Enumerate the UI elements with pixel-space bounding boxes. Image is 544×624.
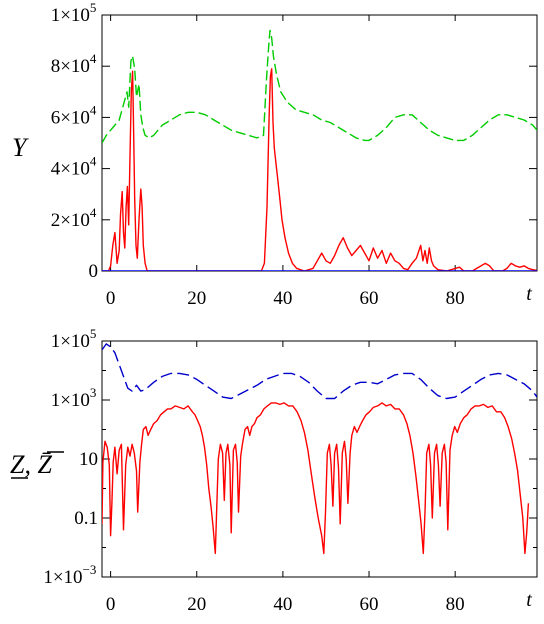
y-tick-label: 8×104 bbox=[51, 51, 98, 77]
y-axis-label: Y bbox=[12, 133, 29, 162]
y-tick-label: 1×10−3 bbox=[43, 562, 98, 588]
x-tick-label: 40 bbox=[273, 594, 292, 615]
x-tick-label: 80 bbox=[446, 594, 465, 615]
y-tick-label: 6×104 bbox=[51, 102, 98, 128]
y-tick-label: 4×104 bbox=[51, 154, 98, 180]
series-line-1 bbox=[102, 343, 537, 400]
x-axis-label: t bbox=[526, 589, 532, 611]
x-tick-label: 80 bbox=[446, 288, 465, 309]
y-tick-label: 2×104 bbox=[51, 205, 98, 231]
y-tick-label: 0.1 bbox=[74, 508, 98, 529]
x-axis-label: t bbox=[526, 283, 532, 305]
x-tick-label: 0 bbox=[106, 594, 116, 615]
series-line-2 bbox=[102, 402, 530, 555]
y-tick-label: 1×103 bbox=[51, 385, 98, 411]
x-tick-label: 0 bbox=[106, 288, 116, 309]
x-tick-label: 20 bbox=[187, 594, 206, 615]
y-tick-label: 10 bbox=[79, 449, 98, 470]
plot-frame bbox=[101, 14, 538, 272]
chart-panel-2: 0 20 40 60 80 1×10−3 0.1 10 1×103 1×105 t Z, Z̄ bbox=[10, 326, 538, 615]
plot-frame bbox=[101, 340, 538, 578]
series-group bbox=[102, 343, 537, 555]
x-tick-label: 60 bbox=[360, 288, 379, 309]
x-tick-label: 60 bbox=[360, 594, 379, 615]
series-group bbox=[102, 29, 537, 271]
y-tick-label: 0 bbox=[89, 261, 99, 282]
y-tick-label: 1×105 bbox=[51, 0, 98, 26]
x-tick-label: 40 bbox=[273, 288, 292, 309]
series-line-1 bbox=[102, 29, 537, 144]
x-tick-label: 20 bbox=[187, 288, 206, 309]
series-line-2 bbox=[102, 68, 537, 271]
y-axis-label: Z, Z̄ bbox=[10, 450, 52, 479]
y-tick-label: 1×105 bbox=[51, 326, 98, 352]
